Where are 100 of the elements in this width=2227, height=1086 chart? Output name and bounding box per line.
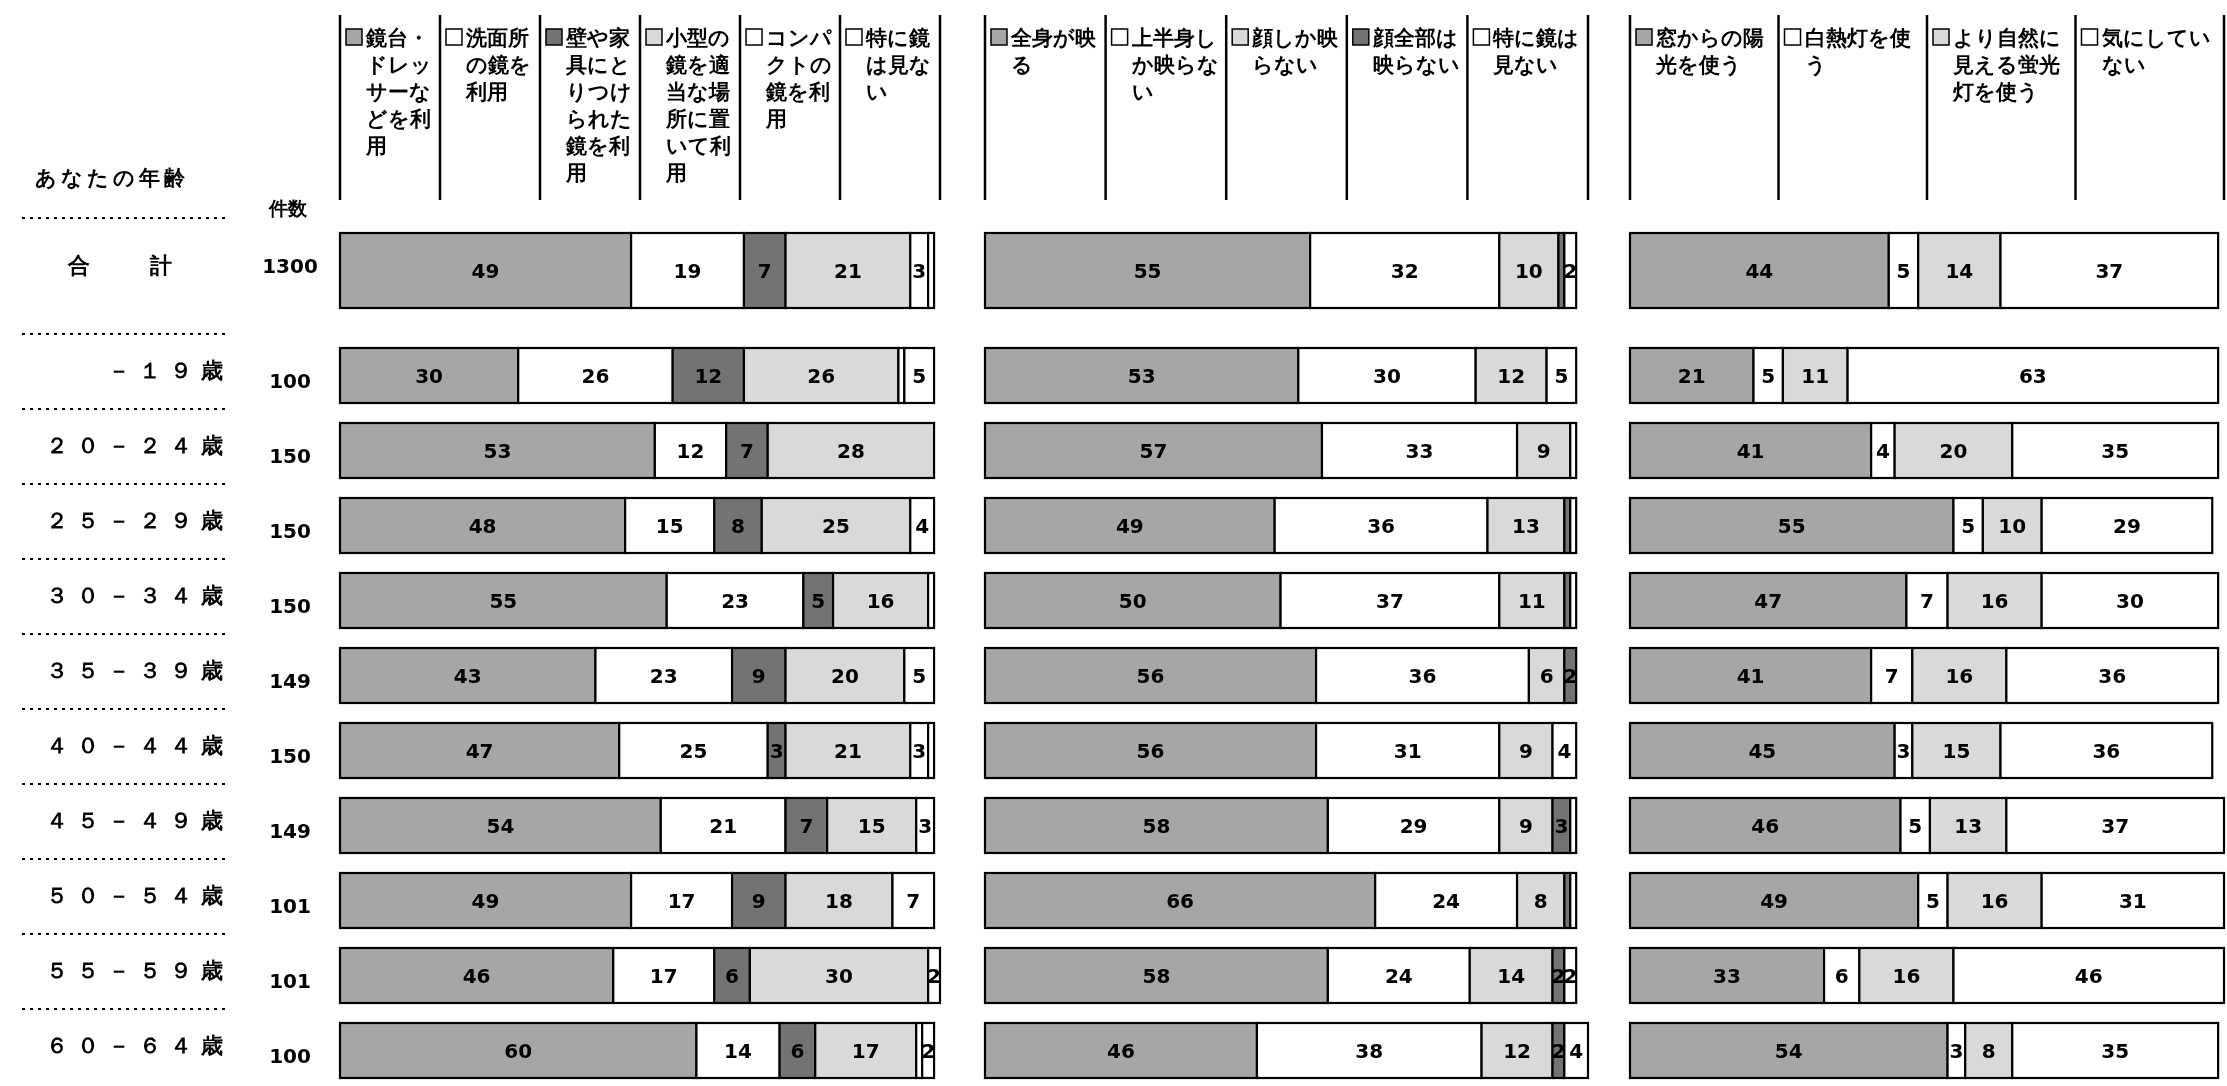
data-label: 5 <box>912 663 927 688</box>
data-label: 7 <box>1920 588 1934 613</box>
data-label: 66 <box>1166 888 1195 913</box>
data-label: 33 <box>1713 963 1741 988</box>
data-label: 13 <box>1954 813 1983 838</box>
legend-label: より自然に見える蛍光灯を使う <box>1952 26 2061 104</box>
data-label: 6 <box>1834 963 1849 988</box>
legend-label: 顔全部は映らない <box>1371 26 1460 77</box>
data-label: 10 <box>1514 258 1543 283</box>
y-tick-label: ２５－２９歳 <box>46 507 232 533</box>
data-label: 47 <box>465 738 494 763</box>
data-label: 37 <box>2095 258 2124 283</box>
data-label: 25 <box>822 513 850 538</box>
data-label: 5 <box>1908 813 1923 838</box>
data-label: 13 <box>1512 513 1540 538</box>
data-label: 5 <box>1961 513 1976 538</box>
y-tick-label: ３５－３９歳 <box>46 657 232 683</box>
text: 150 <box>269 443 311 468</box>
data-label: 9 <box>1518 738 1533 763</box>
data-label: 20 <box>831 663 859 688</box>
data-label: 55 <box>1777 513 1806 538</box>
data-label: 29 <box>2113 513 2141 538</box>
data-label: 49 <box>1760 888 1789 913</box>
data-label: 2 <box>921 1038 936 1063</box>
data-label: 36 <box>2098 663 2127 688</box>
data-label: 35 <box>2101 438 2130 463</box>
data-label: 31 <box>2118 888 2147 913</box>
data-label: 21 <box>709 813 738 838</box>
text: 1300 <box>262 253 318 278</box>
data-label: 16 <box>1892 963 1921 988</box>
data-label: 54 <box>1774 1038 1803 1063</box>
data-label: 46 <box>1751 813 1780 838</box>
data-label: 16 <box>1980 588 2009 613</box>
data-label: 10 <box>1998 513 2027 538</box>
data-label: 6 <box>790 1038 805 1063</box>
data-label: 3 <box>912 258 927 283</box>
text: 101 <box>269 968 311 993</box>
legend-label: 特に鏡は見ない <box>865 26 931 104</box>
data-label: 24 <box>1432 888 1461 913</box>
text: 101 <box>269 893 311 918</box>
data-label: 38 <box>1355 1038 1384 1063</box>
data-label: 58 <box>1142 813 1171 838</box>
data-label: 60 <box>504 1038 533 1063</box>
data-label: 15 <box>1942 738 1971 763</box>
data-label: 53 <box>1127 363 1156 388</box>
data-label: 24 <box>1384 963 1413 988</box>
data-label: 37 <box>1376 588 1404 613</box>
y-tick-label: ３０－３４歳 <box>46 582 232 608</box>
data-label: 63 <box>2018 363 2047 388</box>
legend-label: 洗面所の鏡を利用 <box>465 26 531 104</box>
data-label: 49 <box>471 258 500 283</box>
data-label: 54 <box>486 813 515 838</box>
data-label: 46 <box>462 963 491 988</box>
legend-label: 上半身しか映らない <box>1130 26 1219 104</box>
data-label: 25 <box>679 738 708 763</box>
text: 149 <box>269 818 311 843</box>
data-label: 14 <box>1497 963 1526 988</box>
data-label: 6 <box>725 963 740 988</box>
legend-label: 特に鏡は見ない <box>1492 26 1580 77</box>
data-label: 31 <box>1393 738 1422 763</box>
legend-label: 小型の鏡を適当な場所に置いて利用 <box>665 26 731 185</box>
data-label: 16 <box>1945 663 1974 688</box>
data-label: 17 <box>667 888 696 913</box>
data-label: 4 <box>915 513 930 538</box>
data-label: 16 <box>866 588 895 613</box>
text: 149 <box>269 668 311 693</box>
data-label: 7 <box>739 438 754 463</box>
data-label: 36 <box>1408 663 1437 688</box>
data-label: 30 <box>825 963 853 988</box>
data-label: 3 <box>1554 813 1569 838</box>
data-label: 14 <box>1945 258 1974 283</box>
data-label: 43 <box>453 663 482 688</box>
data-label: 30 <box>415 363 444 388</box>
data-label: 55 <box>1133 258 1162 283</box>
data-label: 20 <box>1939 438 1968 463</box>
data-label: 57 <box>1139 438 1168 463</box>
data-label: 41 <box>1736 438 1765 463</box>
data-label: 7 <box>906 888 921 913</box>
data-label: 17 <box>649 963 678 988</box>
legend-label: 全身が映る <box>1010 26 1097 77</box>
data-label: 23 <box>649 663 678 688</box>
data-label: 46 <box>2074 963 2103 988</box>
data-label: 8 <box>1981 1038 1996 1063</box>
data-label: 9 <box>1518 813 1533 838</box>
data-label: 44 <box>1745 258 1774 283</box>
data-label: 14 <box>724 1038 752 1063</box>
data-label: 23 <box>721 588 749 613</box>
legend-label: コンパクトの鏡を利用 <box>765 26 832 131</box>
data-label: 26 <box>581 363 610 388</box>
data-label: 56 <box>1136 738 1165 763</box>
data-label: 5 <box>1925 888 1940 913</box>
data-label: 7 <box>1884 663 1899 688</box>
data-label: 48 <box>468 513 497 538</box>
data-label: 49 <box>1115 513 1144 538</box>
data-label: 35 <box>2101 1038 2130 1063</box>
data-label: 7 <box>757 258 772 283</box>
data-label: 15 <box>857 813 886 838</box>
data-label: 18 <box>825 888 853 913</box>
y-tick-label: ６０－６４歳 <box>46 1032 232 1058</box>
data-label: 12 <box>676 438 705 463</box>
